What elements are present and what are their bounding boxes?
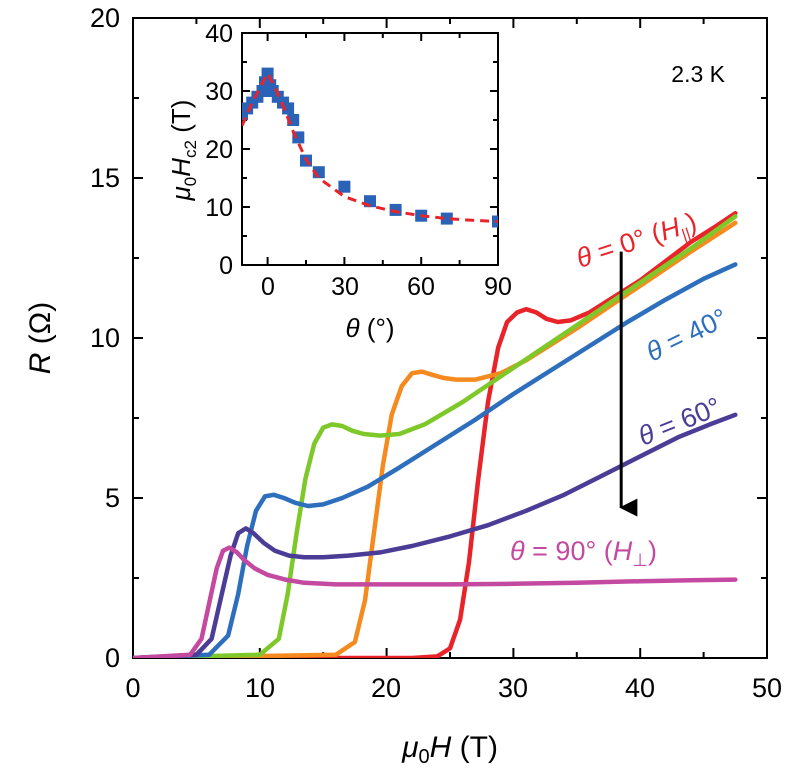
main-ytick-label: 10	[90, 323, 120, 353]
inset-y-axis-label: μ0Hc2 (T)	[166, 100, 200, 202]
main-series-lines	[133, 210, 738, 658]
inset-xtick-label: 60	[407, 273, 435, 301]
inset-data-point	[440, 212, 453, 225]
main-y-axis-label: R (Ω)	[24, 302, 57, 374]
inset-fit-curve	[242, 70, 498, 223]
series-line-3	[133, 262, 738, 658]
main-xtick-label: 50	[752, 673, 782, 703]
series-label-theta-0: θ = 0° (H||)	[573, 207, 702, 278]
inset-data-point	[338, 180, 351, 193]
inset-data-point	[261, 67, 274, 80]
inset-xtick-label: 0	[261, 273, 275, 301]
inset-ytick-label: 0	[219, 252, 233, 280]
main-xtick-label: 20	[371, 673, 401, 703]
temperature-label: 2.3 K	[671, 61, 725, 87]
main-ytick-label: 5	[105, 483, 120, 513]
series-line-0	[133, 210, 738, 658]
inset-xtick-label: 90	[484, 273, 512, 301]
series-label-theta-60: θ = 60°	[634, 391, 725, 451]
main-x-axis-label: μ0H (T)	[401, 731, 498, 768]
main-ytick-label: 15	[90, 163, 120, 193]
inset-x-axis-label: θ (°)	[345, 313, 394, 343]
series-line-2	[133, 214, 738, 658]
inset-plot-frame	[241, 32, 499, 266]
main-axis-ticks	[132, 17, 768, 659]
inset-xtick-label: 30	[331, 273, 359, 301]
inset-data-point	[492, 215, 498, 228]
inset-ytick-label: 10	[205, 194, 233, 222]
series-line-4	[133, 412, 738, 658]
main-xtick-label: 0	[125, 673, 140, 703]
main-ytick-label: 0	[105, 643, 120, 673]
inset-data-point	[282, 102, 295, 115]
inset-series	[242, 67, 498, 228]
main-ytick-label: 20	[90, 3, 120, 33]
inset-ytick-label: 30	[205, 78, 233, 106]
series-line-1	[133, 220, 738, 658]
series-label-theta-90: θ = 90° (H⊥)	[510, 536, 657, 570]
series-line-5	[133, 545, 738, 658]
main-xtick-label: 30	[498, 673, 528, 703]
main-xtick-label: 40	[625, 673, 655, 703]
series-label-theta-40: θ = 40°	[641, 303, 732, 368]
main-xtick-label: 10	[245, 673, 275, 703]
inset-ytick-label: 20	[205, 136, 233, 164]
inset-axis-ticks	[242, 32, 499, 266]
inset-ytick-label: 40	[205, 20, 233, 48]
